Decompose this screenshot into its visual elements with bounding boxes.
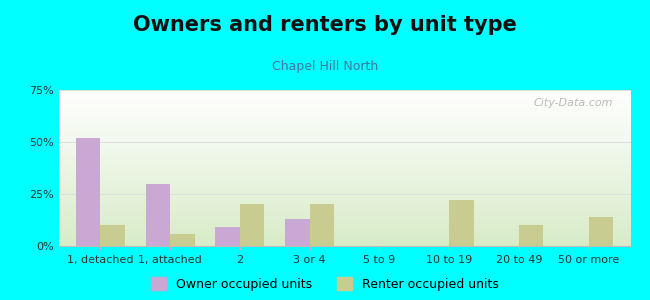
Bar — [100, 225, 125, 246]
Bar — [449, 200, 474, 246]
Bar — [285, 219, 309, 246]
Bar — [170, 233, 194, 246]
Bar — [215, 227, 240, 246]
Bar — [309, 204, 334, 246]
Bar — [76, 138, 100, 246]
Text: Chapel Hill North: Chapel Hill North — [272, 60, 378, 73]
Text: Owners and renters by unit type: Owners and renters by unit type — [133, 15, 517, 35]
Bar — [146, 184, 170, 246]
Bar — [240, 204, 265, 246]
Text: City-Data.com: City-Data.com — [534, 98, 614, 108]
Bar — [589, 217, 613, 246]
Legend: Owner occupied units, Renter occupied units: Owner occupied units, Renter occupied un… — [151, 277, 499, 291]
Bar — [519, 225, 543, 246]
